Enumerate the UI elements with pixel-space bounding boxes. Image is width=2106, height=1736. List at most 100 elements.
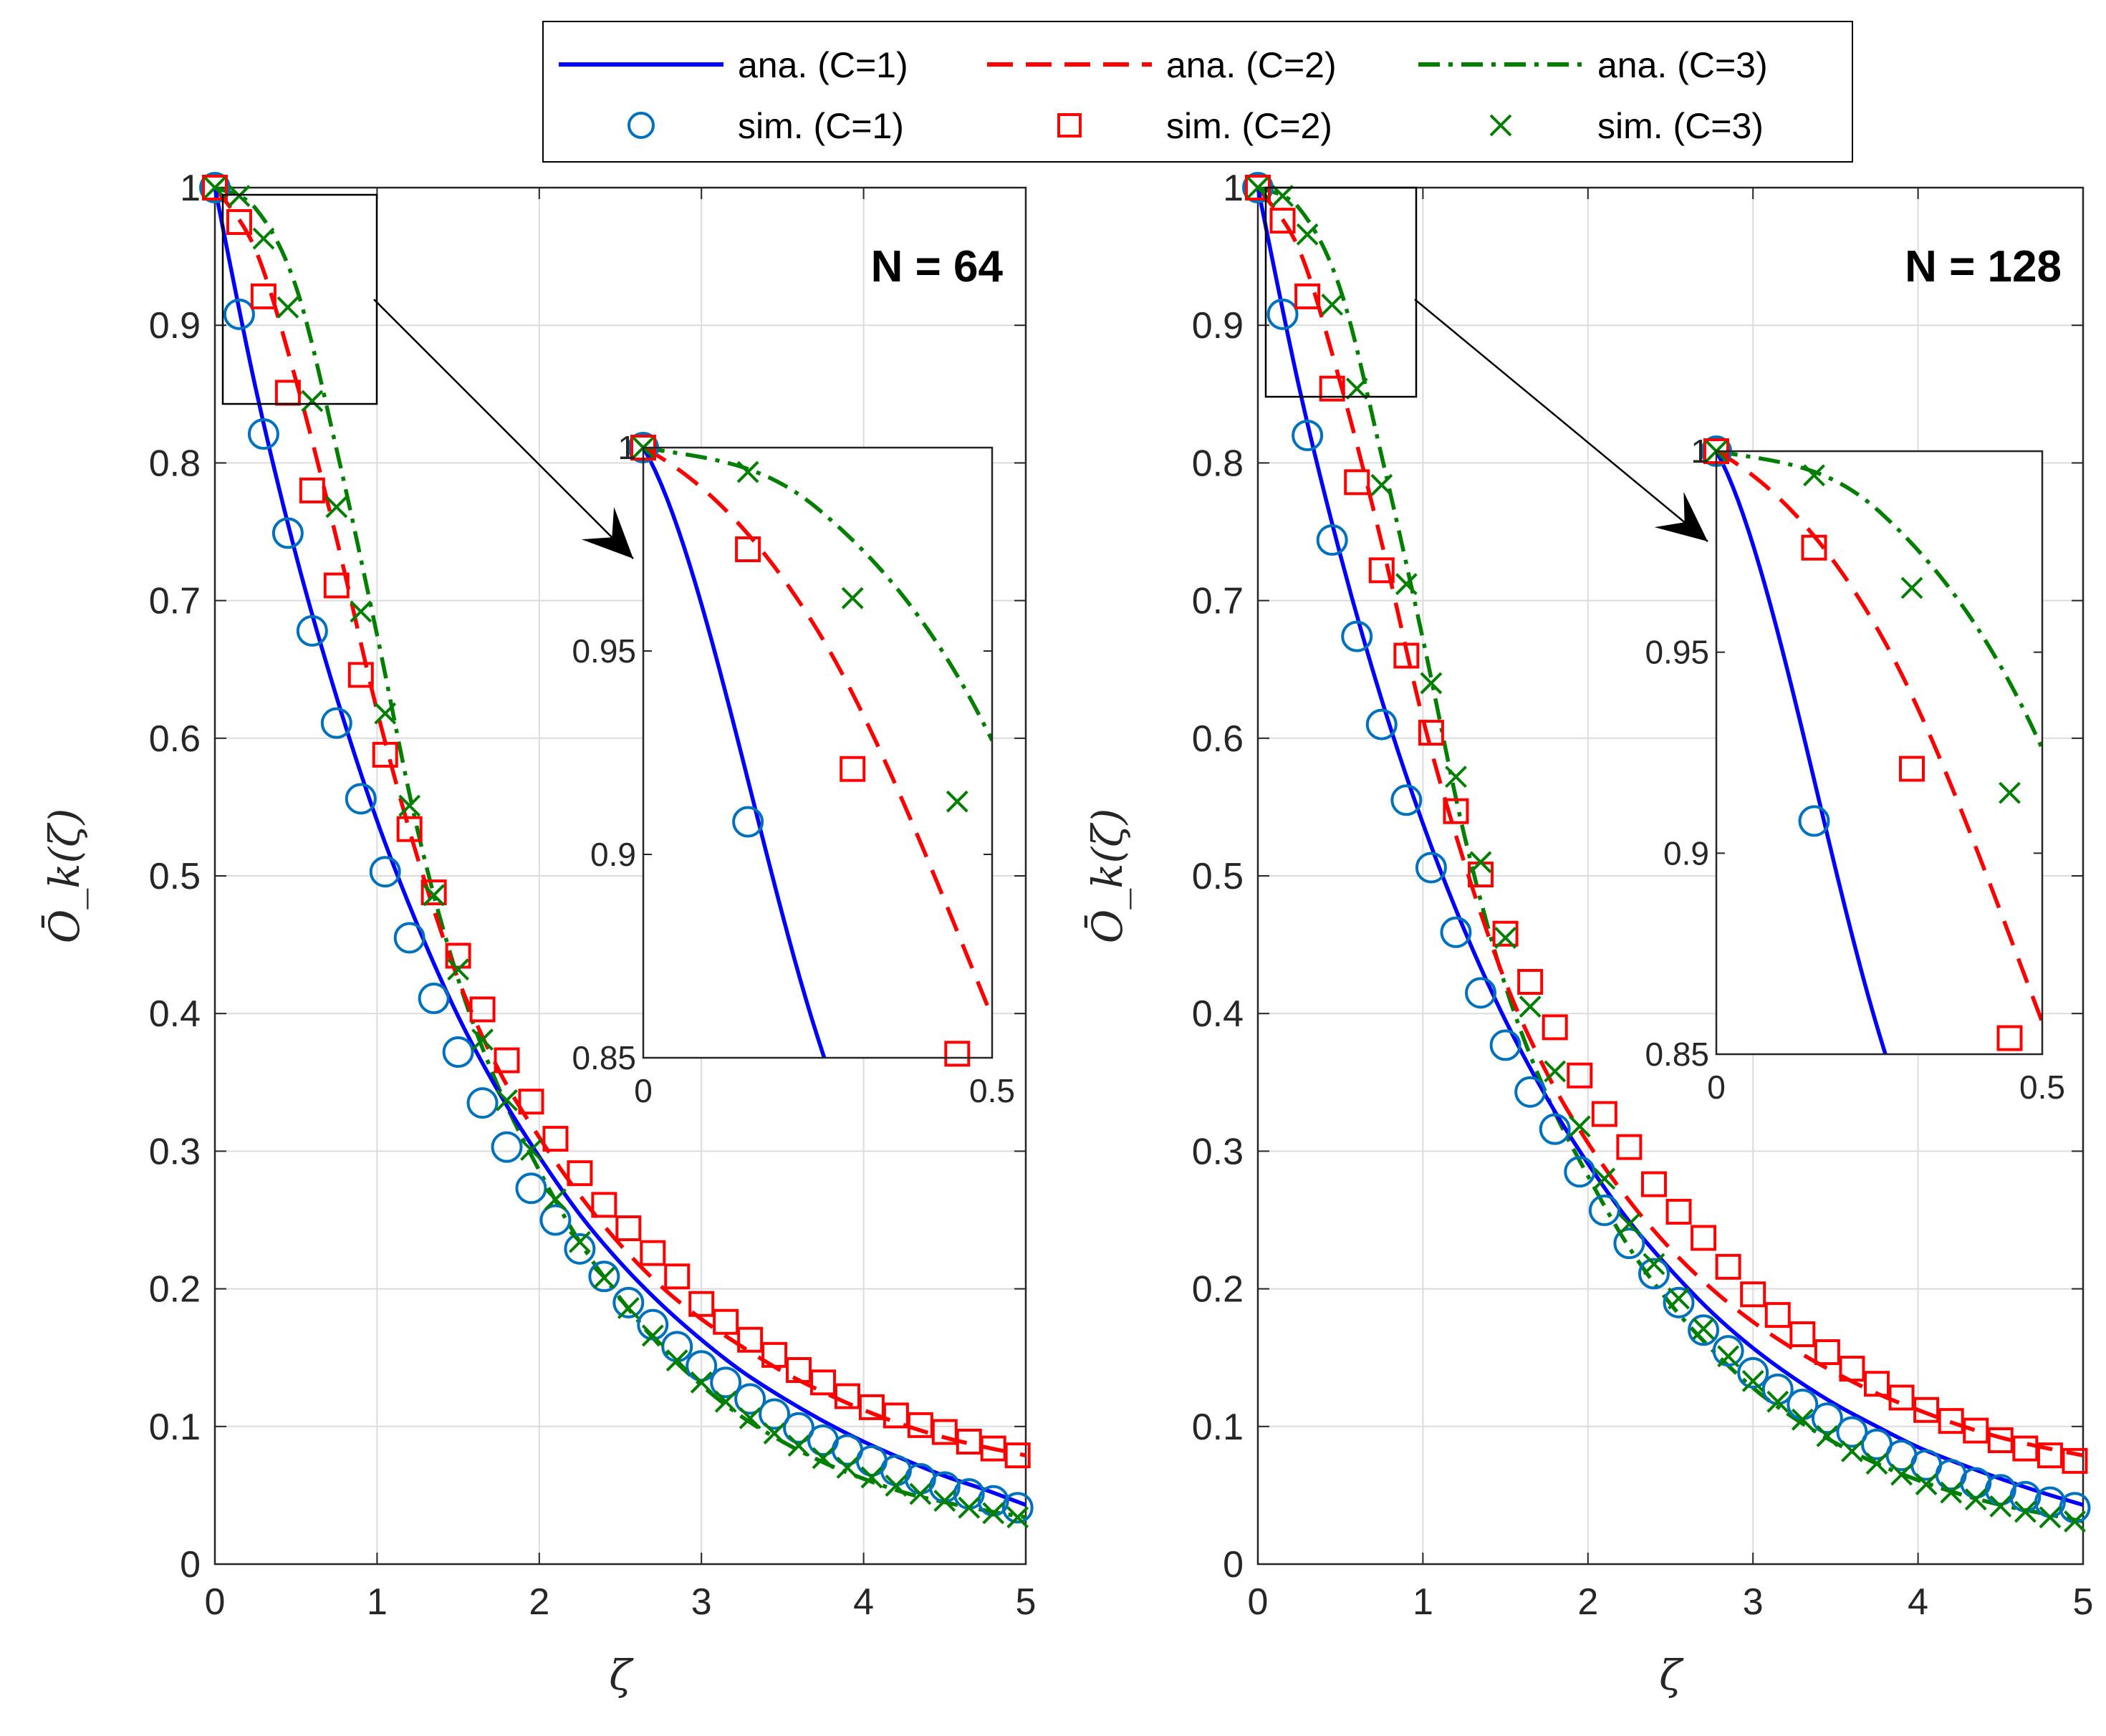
y-tick-label: 1 — [1223, 168, 1244, 209]
sim-point-c1 — [393, 922, 425, 954]
cross-stroke — [1445, 766, 1467, 789]
x-axis-label: ζ — [609, 1651, 634, 1699]
cross-stroke — [1643, 1253, 1665, 1276]
cross-stroke — [1296, 223, 1319, 246]
circle-marker-icon — [628, 112, 655, 139]
y-tick-label: 0.1 — [1192, 1407, 1244, 1448]
inset-sim-point-c1 — [1798, 805, 1830, 837]
cross-stroke — [641, 1324, 664, 1347]
sim-point-c3 — [277, 296, 299, 319]
sim-point-c1 — [1984, 1474, 2016, 1506]
sim-point-c1 — [369, 856, 401, 888]
sim-point-c2 — [664, 1263, 691, 1290]
sim-point-c2 — [640, 1240, 666, 1266]
inset-y-tick-label: 0.95 — [572, 632, 636, 670]
sim-point-c2 — [1269, 208, 1296, 234]
sim-point-c2 — [347, 662, 374, 688]
cross-stroke — [1593, 1167, 1616, 1190]
sim-point-c3 — [374, 702, 397, 725]
sim-point-c3 — [690, 1371, 713, 1394]
axes: 0 1 2 3 4 5 0 0.1 0.2 0.3 0.4 0.5 0.6 0.7 0.8 0.9 1 — [149, 168, 1037, 1623]
inset-analytic-line-c1 — [643, 448, 827, 1058]
inset-frame — [642, 446, 994, 1059]
cross-stroke — [1915, 1473, 1938, 1495]
sim-point-c1 — [418, 983, 450, 1015]
sim-point-c2 — [1616, 1134, 1643, 1160]
sim-point-c2 — [323, 572, 350, 599]
inset-x-tick-label: 0 — [634, 1072, 653, 1109]
cross-stroke — [544, 1188, 567, 1211]
y-tick-label: 0.9 — [1192, 305, 1244, 347]
legend-label-ana3: ana. (C=3) — [1597, 45, 1768, 85]
cross-stroke — [1006, 1506, 1029, 1529]
cross-stroke — [1989, 1495, 2012, 1518]
inset-sim-point-c3 — [841, 587, 864, 609]
analytic-line-c2 — [1256, 186, 2084, 1457]
cross-stroke — [714, 1390, 737, 1413]
sim-point-c1 — [466, 1087, 499, 1119]
inset-y-tick-label: 1 — [1691, 433, 1709, 470]
sim-point-c2 — [1368, 557, 1395, 584]
simulation-markers — [1242, 172, 2091, 1533]
sim-point-c2 — [761, 1341, 788, 1368]
sim-point-c1 — [1365, 708, 1398, 741]
sim-point-c3 — [763, 1422, 786, 1445]
sim-point-c1 — [271, 517, 304, 549]
sim-point-c3 — [714, 1390, 737, 1413]
sim-point-c3 — [1593, 1167, 1616, 1190]
sim-point-c3 — [933, 1490, 956, 1513]
cross-stroke — [1469, 851, 1492, 874]
cross-stroke — [1420, 672, 1443, 695]
sim-point-c1 — [1001, 1492, 1034, 1524]
sim-point-c2 — [1393, 642, 1420, 669]
sim-point-c3 — [1617, 1212, 1640, 1235]
sim-point-c2 — [1938, 1408, 1964, 1434]
sim-point-c2 — [1591, 1101, 1617, 1127]
inset-sim-point-c2 — [1801, 534, 1827, 561]
sim-point-c3 — [909, 1482, 932, 1505]
y-tick-label: 0 — [180, 1544, 201, 1586]
inset-analytic-line-c2 — [643, 448, 992, 1018]
sim-point-c1 — [491, 1131, 523, 1163]
panel-title: N = 128 — [1905, 242, 2062, 291]
inset-y-tick-label: 0.9 — [590, 836, 636, 873]
cross-stroke — [325, 496, 348, 519]
sim-point-c1 — [1440, 916, 1472, 948]
y-tick-label: 0.7 — [1192, 581, 1244, 622]
inset-y-tick-label: 0.9 — [1663, 834, 1709, 872]
sim-point-c2 — [2012, 1435, 2039, 1462]
sim-point-c1 — [783, 1412, 815, 1444]
sim-point-c1 — [320, 707, 352, 739]
cross-stroke — [203, 176, 226, 199]
cross-stroke — [1890, 1463, 1913, 1486]
inset-x-tick-label: 0.5 — [969, 1072, 1015, 1109]
inset-sim-point-c3 — [1900, 577, 1923, 599]
cross-stroke — [860, 1466, 883, 1489]
sim-point-c3 — [739, 1407, 761, 1429]
sim-point-c1 — [1292, 419, 1324, 451]
inset-sim-point-c3 — [1803, 464, 1825, 487]
sim-point-c1 — [1960, 1467, 1992, 1499]
sim-point-c3 — [1321, 293, 1344, 316]
sim-point-c3 — [1865, 1452, 1888, 1475]
cross-stroke — [1900, 577, 1923, 599]
sim-point-c2 — [1764, 1302, 1791, 1328]
cross-stroke — [252, 227, 275, 250]
sim-point-c1 — [1465, 977, 1497, 1009]
inset-sim-point-c2 — [840, 756, 866, 782]
inset-sim-point-c2 — [1996, 1025, 2023, 1051]
legend-entry-ana3: ana. (C=3) — [1418, 45, 1768, 85]
sim-point-c1 — [1811, 1402, 1843, 1434]
sim-point-c1 — [734, 1383, 766, 1415]
sim-point-c2 — [518, 1089, 544, 1115]
sim-point-c2 — [1963, 1417, 1989, 1444]
cross-stroke — [1568, 1115, 1591, 1138]
cross-stroke — [763, 1422, 786, 1445]
inset-sim-point-c3 — [946, 790, 968, 813]
sim-point-c2 — [1814, 1339, 1840, 1366]
sim-point-c2 — [615, 1215, 642, 1242]
y-axis-label: Ō_k(ζ) — [1083, 809, 1132, 943]
sim-point-c3 — [1668, 1287, 1690, 1310]
y-tick-label: 0.5 — [149, 856, 201, 897]
cross-stroke — [665, 1349, 688, 1371]
